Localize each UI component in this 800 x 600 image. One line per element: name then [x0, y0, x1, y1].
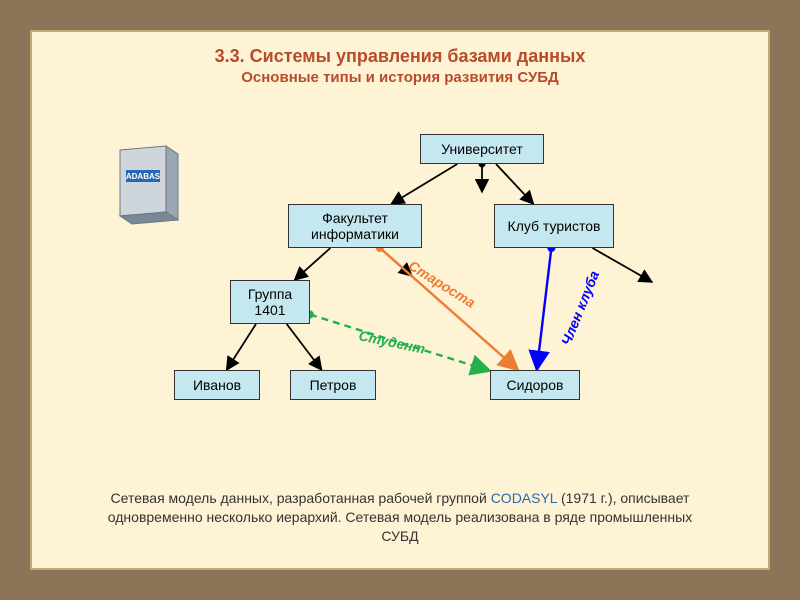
svg-text:ADABAS: ADABAS: [126, 172, 161, 181]
footer-codasyl: CODASYL: [491, 490, 557, 506]
footer-text-pre: Сетевая модель данных, разработанная раб…: [111, 490, 491, 506]
node-club: Клуб туристов: [494, 204, 614, 248]
edge-label: Староста: [406, 257, 478, 311]
edge-label: Студент: [357, 327, 426, 357]
node-petrov: Петров: [290, 370, 376, 400]
node-univ: Университет: [420, 134, 544, 164]
slide-title: 3.3. Системы управления базами данных: [32, 46, 768, 67]
slide-outer-frame: 3.3. Системы управления базами данных Ос…: [0, 0, 800, 600]
node-sidorov: Сидоров: [490, 370, 580, 400]
node-ivanov: Иванов: [174, 370, 260, 400]
node-group: Группа 1401: [230, 280, 310, 324]
software-box-icon: ADABAS: [106, 142, 182, 226]
slide-inner-frame: 3.3. Системы управления базами данных Ос…: [30, 30, 770, 570]
slide-subtitle: Основные типы и история развития СУБД: [32, 69, 768, 86]
edge-label: Член клуба: [558, 268, 602, 347]
slide-footer: Сетевая модель данных, разработанная раб…: [92, 489, 708, 546]
node-fac: Факультет информатики: [288, 204, 422, 248]
